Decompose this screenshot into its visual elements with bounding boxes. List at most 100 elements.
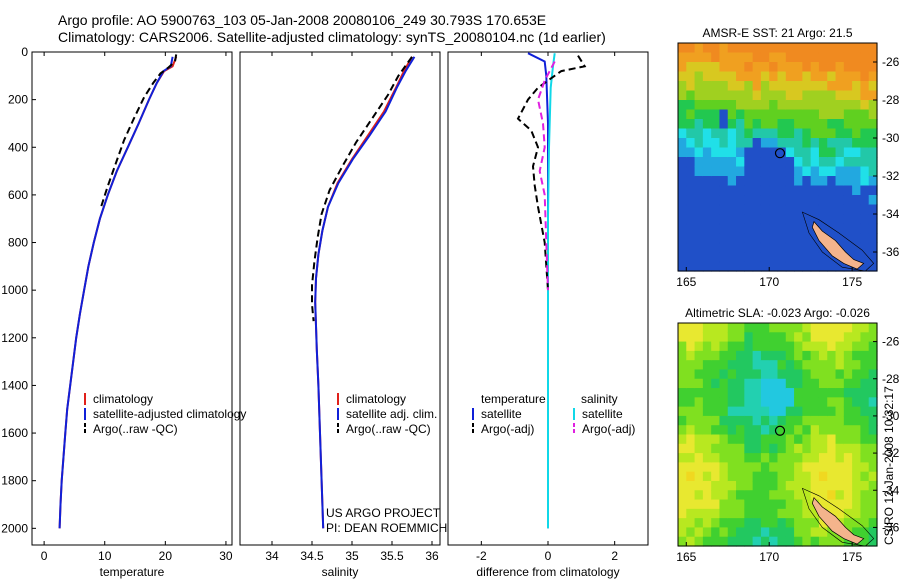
sla-map-cell [752, 508, 762, 519]
sla-map-cell [810, 518, 820, 529]
sla-map-ytick-label: -32 [882, 446, 900, 460]
sla-map-cell [760, 425, 770, 436]
sla-map-cell [694, 397, 704, 408]
sla-map-xtick-label: 170 [759, 550, 779, 564]
sla-map-cell [727, 415, 737, 426]
sst-map-cell [827, 43, 837, 54]
temperature-legend-entry: Argo(..raw -QC) [93, 422, 178, 436]
sst-map-cell [769, 233, 779, 244]
sla-map-cell [794, 490, 803, 501]
sst-map-cell [752, 223, 762, 234]
sla-map-cell [719, 406, 729, 417]
sst-map-cell [686, 81, 696, 92]
depth-ytick-label: 1200 [1, 331, 28, 345]
difference-xtick-label: -2 [476, 549, 487, 563]
sst-map-cell [835, 52, 845, 63]
sst-map-cell [818, 242, 828, 253]
sst-map-cell [686, 119, 696, 130]
sla-map-cell [711, 350, 721, 361]
sla-map-cell [719, 323, 729, 333]
sla-map-cell [694, 378, 704, 389]
sla-map-cell [868, 490, 878, 501]
sst-map-cell [777, 176, 787, 187]
sla-map-cell [752, 415, 762, 426]
sla-map-cell [868, 518, 878, 529]
sla-map-cell [777, 341, 787, 352]
sla-map-cell [860, 397, 870, 408]
sla-map-cell [860, 518, 870, 529]
sla-map-cell [702, 527, 712, 538]
sla-map-cell [868, 341, 878, 352]
sla-map-cell [752, 425, 762, 436]
sst-map-cell [785, 195, 795, 206]
sla-map-cell [868, 443, 878, 454]
sst-map-cell [794, 195, 803, 206]
sla-map-cell [752, 434, 762, 445]
sla-map-cell [835, 341, 845, 352]
sla-map-ytick-label: -30 [882, 409, 900, 423]
sla-map-cell [868, 462, 878, 473]
sla-map-cell [868, 453, 878, 463]
sla-map-cell [694, 360, 704, 371]
sst-map-cell [843, 52, 853, 63]
sst-map-cell [702, 81, 712, 92]
sst-map-cell [736, 62, 745, 73]
sst-map-cell [736, 233, 745, 244]
sla-map-cell [827, 360, 837, 371]
sla-map-cell [711, 443, 721, 454]
sla-map-cell [711, 462, 721, 473]
sst-map-cell [760, 166, 770, 177]
sst-map-cell [702, 252, 712, 263]
sst-map-cell [678, 195, 687, 206]
sst-map-cell [769, 223, 779, 234]
sst-map-cell [777, 166, 787, 177]
sla-map-cell [702, 369, 712, 380]
sst-map-cell [860, 81, 870, 92]
sst-map-cell [860, 52, 870, 63]
sst-map-cell [678, 176, 687, 187]
sst-map-cell [694, 185, 704, 196]
sst-map-cell [860, 261, 870, 272]
sst-map-ytick-label: -30 [882, 131, 900, 145]
sst-map-cell [736, 223, 745, 234]
sla-map-cell [694, 527, 704, 538]
sla-map-cell [785, 518, 795, 529]
sla-map-cell [744, 518, 754, 529]
sla-map-cell [711, 388, 721, 398]
sst-map-cell [678, 166, 687, 177]
sla-map-cell [736, 332, 745, 343]
sst-map-cell [818, 109, 828, 120]
sst-map-cell [794, 157, 803, 168]
sla-map-cell [694, 350, 704, 361]
sst-map-cell [794, 185, 803, 196]
sla-map-cell [785, 415, 795, 426]
sla-map-cell [794, 425, 803, 436]
sla-map-cell [835, 397, 845, 408]
sst-map-cell [835, 204, 845, 215]
depth-ytick-label: 400 [8, 140, 28, 154]
sla-map-cell [852, 434, 862, 445]
sst-map-cell [835, 128, 845, 139]
sst-map-cell [752, 204, 762, 215]
sst-map-cell [785, 223, 795, 234]
sst-map-cell [711, 242, 721, 253]
sla-map-cell [827, 341, 837, 352]
sla-map-cell [744, 332, 754, 343]
sst-map-cell [694, 52, 704, 63]
sst-map-cell [694, 147, 704, 158]
sla-map-cell [785, 425, 795, 436]
sst-map-cell [727, 43, 737, 54]
sst-map-cell [752, 195, 762, 206]
sst-map-cell [827, 109, 837, 120]
sla-map-cell [827, 499, 837, 510]
sla-map-cell [711, 480, 721, 491]
sst-map-cell [711, 233, 721, 244]
sst-map-cell [760, 195, 770, 206]
sst-map-cell [686, 223, 696, 234]
sst-map-cell [852, 185, 862, 196]
sst-map-cell [727, 204, 737, 215]
sla-map-cell [835, 490, 845, 501]
sst-map-cell [736, 90, 745, 101]
sla-map-cell [868, 499, 878, 510]
sst-map-cell [686, 176, 696, 187]
